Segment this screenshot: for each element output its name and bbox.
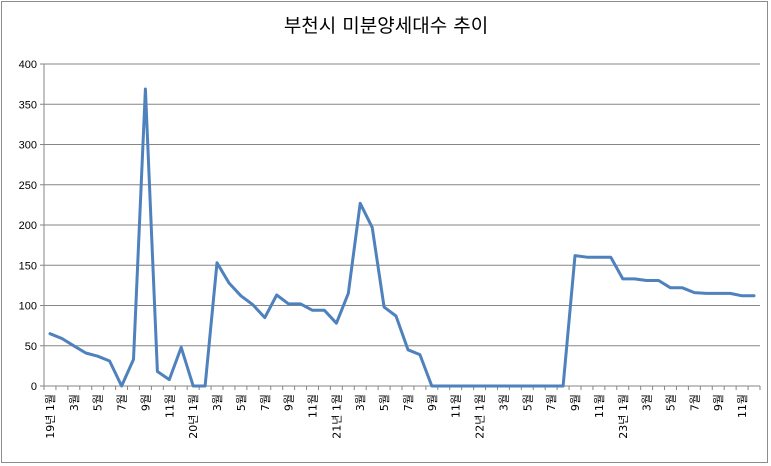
- x-tick-month: 7월: [402, 394, 415, 411]
- x-axis: 19년 1월 3월 5월 7월 9월 11월 20년 1월 3월 5월 7월 9월 11월 21년 1월…: [43, 385, 761, 439]
- chart-title: 부천시 미분양세대수 추이: [284, 15, 488, 37]
- x-tick-label-42: 7월: [545, 394, 558, 411]
- x-tick-label-8: 9월: [139, 394, 152, 411]
- y-tick-label-300: 300: [19, 140, 37, 152]
- x-tick-label-54: 7월: [688, 394, 701, 411]
- x-tick-label-18: 7월: [259, 394, 272, 411]
- x-tick-label-48: 23년 1월: [617, 394, 630, 439]
- x-tick-month: 5월: [92, 394, 105, 411]
- x-tick-label-16: 5월: [235, 394, 248, 411]
- x-tick-year: 22년: [474, 411, 487, 439]
- x-tick-year: 21년: [330, 411, 343, 439]
- x-tick-month: 1월: [44, 394, 57, 411]
- y-tick-label-350: 350: [19, 99, 37, 111]
- x-tick-year: 23년: [617, 411, 630, 439]
- x-tick-month: 9월: [712, 394, 725, 411]
- x-tick-label-28: 5월: [378, 394, 391, 411]
- x-tick-label-38: 3월: [497, 394, 510, 411]
- x-tick-month: 1월: [617, 394, 630, 411]
- x-tick-month: 3월: [68, 394, 81, 411]
- x-tick-label-6: 7월: [116, 394, 129, 411]
- x-tick-month: 1월: [330, 394, 343, 411]
- gridlines: [44, 63, 760, 347]
- y-axis: 0 50 100 150 200 250 300 350 400: [19, 59, 45, 393]
- series: [48, 87, 756, 388]
- x-tick-label-24: 21년 1월: [330, 394, 343, 439]
- y-tick-label-50: 50: [25, 341, 37, 353]
- x-tick-label-50: 3월: [641, 394, 654, 411]
- x-tick-month: 7월: [545, 394, 558, 411]
- x-tick-month: 5월: [235, 394, 248, 411]
- x-tick-label-52: 5월: [665, 394, 678, 411]
- x-tick-month: 11월: [593, 394, 606, 418]
- x-tick-label-14: 3월: [211, 394, 224, 411]
- x-tick-label-20: 9월: [283, 394, 296, 411]
- x-tick-label-44: 9월: [569, 394, 582, 411]
- x-tick-month: 9월: [569, 394, 582, 411]
- x-tick-label-12: 20년 1월: [187, 394, 200, 439]
- x-tick-month: 9월: [283, 394, 296, 411]
- y-tick-label-0: 0: [31, 381, 37, 393]
- x-tick-label-2: 3월: [68, 394, 81, 411]
- x-tick-label-58: 11월: [736, 394, 749, 418]
- x-tick-month: 1월: [474, 394, 487, 411]
- x-tick-month: 3월: [211, 394, 224, 411]
- x-tick-month: 9월: [139, 394, 152, 411]
- x-tick-label-22: 11월: [307, 394, 320, 418]
- x-tick-label-32: 9월: [426, 394, 439, 411]
- y-tick-label-200: 200: [19, 220, 37, 232]
- y-tick-label-150: 150: [19, 260, 37, 272]
- x-tick-month: 1월: [187, 394, 200, 411]
- x-tick-month: 11월: [307, 394, 320, 418]
- x-tick-label-34: 11월: [450, 394, 463, 418]
- series-line: [48, 87, 756, 388]
- x-tick-month: 3월: [354, 394, 367, 411]
- x-tick-label-4: 5월: [92, 394, 105, 411]
- x-tick-month: 11월: [736, 394, 749, 418]
- x-tick-month: 9월: [426, 394, 439, 411]
- x-tick-label-56: 9월: [712, 394, 725, 411]
- x-tick-month: 7월: [116, 394, 129, 411]
- x-tick-month: 5월: [665, 394, 678, 411]
- x-tick-label-30: 7월: [402, 394, 415, 411]
- x-tick-month: 7월: [688, 394, 701, 411]
- x-tick-month: 11월: [450, 394, 463, 418]
- x-tick-month: 5월: [521, 394, 534, 411]
- x-tick-label-36: 22년 1월: [474, 394, 487, 439]
- x-tick-year: 20년: [187, 411, 200, 439]
- x-tick-label-26: 3월: [354, 394, 367, 411]
- y-tick-label-100: 100: [19, 301, 37, 313]
- x-tick-label-46: 11월: [593, 394, 606, 418]
- y-tick-label-400: 400: [19, 59, 37, 71]
- x-tick-label-0: 19년 1월: [44, 394, 57, 439]
- x-tick-month: 3월: [641, 394, 654, 411]
- x-tick-month: 7월: [259, 394, 272, 411]
- x-tick-month: 11월: [163, 394, 176, 418]
- x-tick-month: 3월: [497, 394, 510, 411]
- x-tick-label-10: 11월: [163, 394, 176, 418]
- x-tick-year: 19년: [44, 411, 57, 439]
- x-tick-month: 5월: [378, 394, 391, 411]
- y-tick-label-250: 250: [19, 180, 37, 192]
- x-tick-label-40: 5월: [521, 394, 534, 411]
